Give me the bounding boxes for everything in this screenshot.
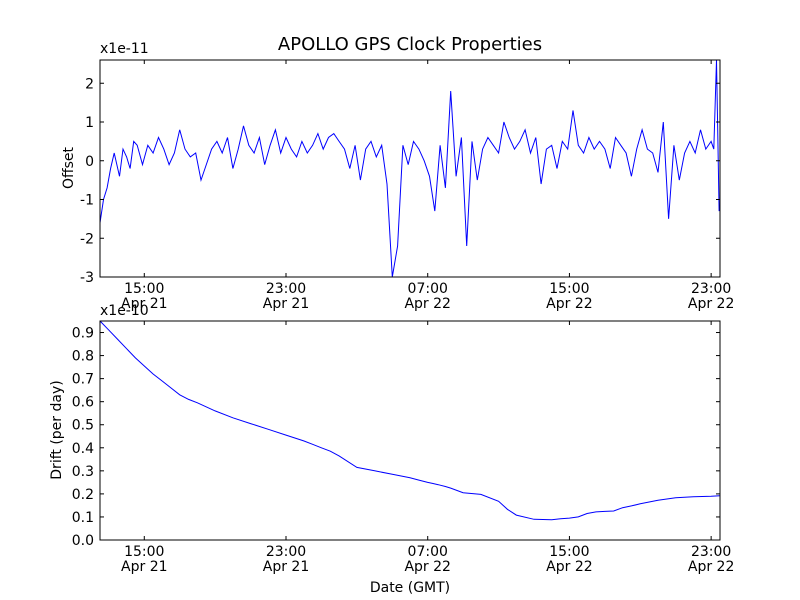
offset-y-ticks: -3 -2 -1 0 1 2	[80, 76, 720, 286]
drift-x-tick-date-label: Apr 22	[404, 559, 450, 575]
drift-panel: 0.00.10.20.30.40.50.60.70.80.9 15:00Apr …	[49, 303, 734, 575]
offset-y-axis-label: Offset	[61, 146, 77, 189]
offset-x-tick-date-label: Apr 22	[688, 296, 734, 312]
drift-y-ticks: 0.0 0.1 0.2 0.3 0.4 0.5 0.6 0.7 0.8 0.9	[72, 326, 720, 549]
offset-x-tick-time-label: 07:00	[408, 281, 448, 297]
drift-axes-frame	[99, 320, 721, 541]
offset-x-tick-date-label: Apr 22	[546, 296, 592, 312]
drift-x-tick-date-label: Apr 21	[121, 559, 167, 575]
drift-x-tick-time-label: 07:00	[408, 544, 448, 560]
drift-y-tick-label: 0.4	[72, 441, 94, 457]
drift-series-line	[99, 320, 721, 521]
drift-y-tick-label: 0.7	[72, 372, 94, 388]
offset-y-tick-label: 2	[85, 76, 94, 92]
offset-y-tick-label: -1	[80, 193, 94, 209]
drift-y-axis-label: Drift (per day)	[49, 380, 65, 479]
offset-x-tick-date-label: Apr 21	[121, 296, 167, 312]
offset-x-tick-time-label: 15:00	[124, 281, 164, 297]
drift-scale-label: x1e-10	[100, 303, 149, 319]
drift-y-tick-label: 0.3	[72, 464, 94, 480]
drift-x-tick-time-label: 15:00	[549, 544, 589, 560]
drift-x-tick-time-label: 15:00	[124, 544, 164, 560]
offset-y-tick-label: 1	[85, 115, 94, 131]
drift-x-tick-date-label: Apr 22	[688, 559, 734, 575]
figure-title: APOLLO GPS Clock Properties	[278, 34, 542, 55]
drift-x-tick-time-label: 23:00	[266, 544, 306, 560]
offset-y-tick-label: -2	[80, 231, 94, 247]
drift-x-tick-date-label: Apr 22	[546, 559, 592, 575]
offset-axes-frame	[99, 59, 721, 278]
drift-y-tick-label: 0.2	[72, 487, 94, 503]
offset-series-line	[99, 59, 720, 278]
x-axis-label: Date (GMT)	[370, 580, 450, 596]
offset-x-tick-date-label: Apr 21	[263, 296, 309, 312]
drift-y-tick-label: 0.8	[72, 349, 94, 365]
drift-y-tick-label: 0.9	[72, 326, 94, 342]
drift-y-tick-label: 0.6	[72, 395, 94, 411]
offset-x-tick-date-label: Apr 22	[404, 296, 450, 312]
offset-y-tick-label: -3	[80, 270, 94, 286]
offset-x-tick-time-label: 23:00	[691, 281, 731, 297]
drift-x-tick-date-label: Apr 21	[263, 559, 309, 575]
offset-y-tick-label: 0	[85, 154, 94, 170]
offset-x-tick-time-label: 23:00	[266, 281, 306, 297]
offset-marks	[99, 59, 720, 278]
drift-y-tick-label: 0.5	[72, 418, 94, 434]
offset-scale-label: x1e-11	[100, 41, 149, 57]
drift-y-tick-label: 0.0	[72, 533, 94, 549]
offset-x-tick-time-label: 15:00	[549, 281, 589, 297]
drift-x-tick-time-label: 23:00	[691, 544, 731, 560]
drift-y-tick-label: 0.1	[72, 510, 94, 526]
drift-marks	[99, 320, 721, 521]
